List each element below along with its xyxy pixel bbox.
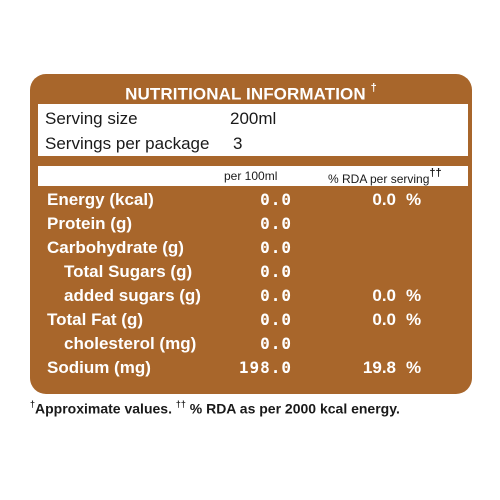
servings-per-package-row: Servings per package 3 [45,134,242,154]
rda-percent-sign: % [406,286,422,305]
rda-footnote-mark: †† [429,167,442,179]
footnote: †Approximate values. †† % RDA as per 200… [30,399,400,417]
rda-value: 0.0 [372,310,396,329]
nutrition-panel: NUTRITIONAL INFORMATION † Serving size 2… [30,74,472,394]
nutrient-row-sodium: Sodium (mg) 198.0 19.8 % [30,358,472,382]
nutrient-row-total-fat: Total Fat (g) 0.0 0.0 % [30,310,472,334]
panel-title: NUTRITIONAL INFORMATION † [30,82,472,105]
rda-value: 0.0 [372,286,396,305]
rda-percent-sign: % [406,310,422,329]
title-footnote-mark: † [370,82,377,94]
per100-value: 0.0 [260,238,292,257]
nutrient-label: Carbohydrate (g) [47,238,184,257]
footnote-mark-1: † [30,399,36,409]
rda-value: 0.0 [372,190,396,209]
servings-per-package-value: 3 [233,134,243,153]
nutrient-label: Sodium (mg) [47,358,151,377]
nutrient-row-energy: Energy (kcal) 0.0 0.0 % [30,190,472,214]
serving-size-value: 200ml [230,109,277,128]
per100-value: 0.0 [260,262,292,281]
rda-percent-sign: % [406,358,422,377]
serving-size-label: Serving size [45,109,138,128]
per100-value: 198.0 [238,358,292,377]
rda-value: 19.8 [362,358,396,377]
serving-size-row: Serving size 200ml [45,109,276,129]
footnote-mark-2: †† [175,399,186,409]
nutrient-row-cholesterol: cholesterol (mg) 0.0 [30,334,472,358]
nutrient-label: Protein (g) [47,214,132,233]
nutrient-label: Total Fat (g) [47,310,143,329]
nutrient-row-total-sugars: Total Sugars (g) 0.0 [30,262,472,286]
footnote-text-1: Approximate values. [35,400,176,417]
rda-header: % RDA per serving†† [328,167,442,186]
rda-header-text: % RDA per serving [328,172,430,186]
footnote-text-2: % RDA as per 2000 kcal energy. [185,400,400,417]
per100-value: 0.0 [260,310,292,329]
nutrient-row-protein: Protein (g) 0.0 [30,214,472,238]
per100-value: 0.0 [260,334,292,353]
nutrient-label: added sugars (g) [64,286,201,305]
per100-header: per 100ml [224,169,278,183]
column-header: per 100ml % RDA per serving†† [38,166,468,186]
nutrient-label: Total Sugars (g) [64,262,193,281]
servings-per-package-label: Servings per package [45,134,210,153]
per100-value: 0.0 [260,214,292,233]
serving-box: Serving size 200ml Servings per package … [38,104,468,156]
nutrient-row-added-sugars: added sugars (g) 0.0 0.0 % [30,286,472,310]
per100-value: 0.0 [260,286,292,305]
nutrient-row-carbohydrate: Carbohydrate (g) 0.0 [30,238,472,262]
panel-title-text: NUTRITIONAL INFORMATION [125,84,366,104]
rda-percent-sign: % [406,190,422,209]
nutrient-label: Energy (kcal) [47,190,154,209]
nutrient-label: cholesterol (mg) [64,334,197,353]
per100-value: 0.0 [260,190,292,209]
